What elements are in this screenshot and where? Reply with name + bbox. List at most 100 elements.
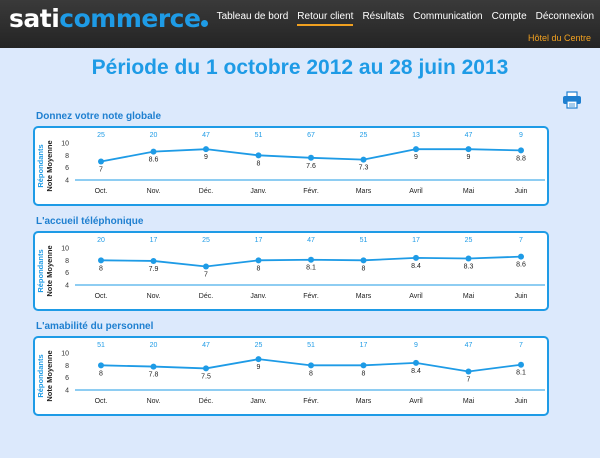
respondent-count: 25 <box>360 132 368 139</box>
hotel-selector[interactable]: Hôtel du Centre <box>527 33 591 43</box>
x-tick-label: Déc. <box>199 293 213 300</box>
data-point <box>308 256 314 263</box>
x-tick-label: Avril <box>409 293 423 300</box>
respondent-count: 47 <box>465 132 473 139</box>
data-label: 8.6 <box>516 262 526 269</box>
x-tick-label: Juin <box>515 188 528 195</box>
y-tick-label: 4 <box>65 388 69 395</box>
nav-tableau-de-bord[interactable]: Tableau de bord <box>216 11 289 22</box>
respondent-count: 7 <box>519 237 523 244</box>
data-point <box>98 362 104 369</box>
logo-dot-icon <box>201 20 209 27</box>
x-tick-label: Mars <box>356 398 372 405</box>
x-tick-label: Janv. <box>250 293 266 300</box>
data-point <box>518 147 524 154</box>
chart-amabilite-personnel: Répondants Note Moyenne 4 6 8 10 8 51 Oct. 7.8 20 N… <box>33 336 549 416</box>
y-tick-label: 6 <box>65 375 69 382</box>
data-label: 8 <box>257 265 261 272</box>
ylabel-group: Répondants Note Moyenne <box>36 140 54 191</box>
data-point <box>413 254 419 261</box>
y-tick-label: 8 <box>65 363 69 370</box>
chart-title-0: Donnez votre note globale <box>36 111 162 122</box>
data-point <box>203 365 209 372</box>
chart-frame <box>33 231 549 311</box>
ylabel-group: Répondants Note Moyenne <box>36 350 54 401</box>
data-label: 8 <box>99 265 103 272</box>
data-point <box>308 362 314 369</box>
respondent-count: 25 <box>255 342 263 349</box>
printer-icon[interactable] <box>562 91 582 109</box>
chart-note-globale: Répondants Note Moyenne 4 6 8 10 7 25 Oct. 8.6 20 N… <box>33 126 549 206</box>
respondent-count: 51 <box>307 342 315 349</box>
respondent-count: 17 <box>412 237 420 244</box>
x-tick-label: Mars <box>356 293 372 300</box>
ylabel-respondents: Répondants <box>36 249 45 292</box>
respondent-count: 51 <box>97 342 105 349</box>
nav-compte[interactable]: Compte <box>491 11 527 22</box>
data-label: 9 <box>204 154 208 161</box>
logo-text-commerce: commerce <box>59 4 201 33</box>
data-label: 7 <box>99 167 103 174</box>
ylabel-respondents: Répondants <box>36 354 45 397</box>
nav-resultats[interactable]: Résultats <box>362 11 405 22</box>
respondent-count: 25 <box>97 132 105 139</box>
chart-frame <box>33 336 549 416</box>
respondent-count: 25 <box>465 237 473 244</box>
nav-communication[interactable]: Communication <box>413 11 483 22</box>
data-label: 9 <box>257 364 261 371</box>
y-tick-label: 10 <box>61 351 69 358</box>
logo-text-sati: sati <box>9 4 60 33</box>
respondent-count: 47 <box>307 237 315 244</box>
data-point <box>465 368 472 375</box>
data-label: 7 <box>467 377 471 384</box>
data-point <box>413 359 419 366</box>
respondent-count: 20 <box>150 132 158 139</box>
data-label: 8 <box>309 370 313 377</box>
respondent-count: 47 <box>465 342 473 349</box>
y-tick-label: 10 <box>61 246 69 253</box>
x-tick-label: Mai <box>463 398 475 405</box>
data-label: 7.9 <box>149 266 159 273</box>
data-point <box>308 154 314 161</box>
nav-deconnexion[interactable]: Déconnexion <box>535 11 594 22</box>
data-label: 8.4 <box>411 263 421 270</box>
respondent-count: 17 <box>255 237 263 244</box>
data-label: 8.4 <box>411 368 421 375</box>
x-tick-label: Oct. <box>95 188 108 195</box>
brand-logo[interactable]: saticommerce <box>9 4 209 33</box>
x-tick-label: Avril <box>409 188 423 195</box>
respondent-count: 9 <box>519 132 523 139</box>
data-label: 7.3 <box>359 165 369 172</box>
y-tick-label: 10 <box>61 141 69 148</box>
data-label: 8.6 <box>149 157 159 164</box>
data-point <box>413 146 419 153</box>
chart-title-1: L'accueil téléphonique <box>36 216 144 227</box>
y-tick-label: 6 <box>65 165 69 172</box>
x-tick-label: Janv. <box>250 398 266 405</box>
chart-title-2: L'amabilité du personnel <box>36 321 154 332</box>
y-tick-label: 4 <box>65 178 69 185</box>
respondent-count: 51 <box>360 237 368 244</box>
ylabel-note: Note Moyenne <box>45 350 54 401</box>
respondent-count: 47 <box>202 342 210 349</box>
x-tick-label: Mars <box>356 188 372 195</box>
data-point <box>203 263 209 270</box>
x-tick-label: Juin <box>515 293 528 300</box>
y-tick-label: 8 <box>65 258 69 265</box>
x-tick-label: Déc. <box>199 188 213 195</box>
data-label: 8.3 <box>464 263 474 270</box>
respondent-count: 51 <box>255 132 263 139</box>
respondent-count: 17 <box>150 237 158 244</box>
data-label: 8.8 <box>516 155 526 162</box>
x-tick-label: Mai <box>463 188 475 195</box>
ylabel-respondents: Répondants <box>36 144 45 187</box>
ylabel-note: Note Moyenne <box>45 140 54 191</box>
respondent-count: 9 <box>414 342 418 349</box>
nav-retour-client[interactable]: Retour client <box>297 11 354 26</box>
data-label: 8.1 <box>516 370 526 377</box>
data-point <box>518 253 524 260</box>
ylabel-note: Note Moyenne <box>45 245 54 296</box>
respondent-count: 20 <box>97 237 105 244</box>
data-label: 8 <box>99 370 103 377</box>
respondent-count: 25 <box>202 237 210 244</box>
